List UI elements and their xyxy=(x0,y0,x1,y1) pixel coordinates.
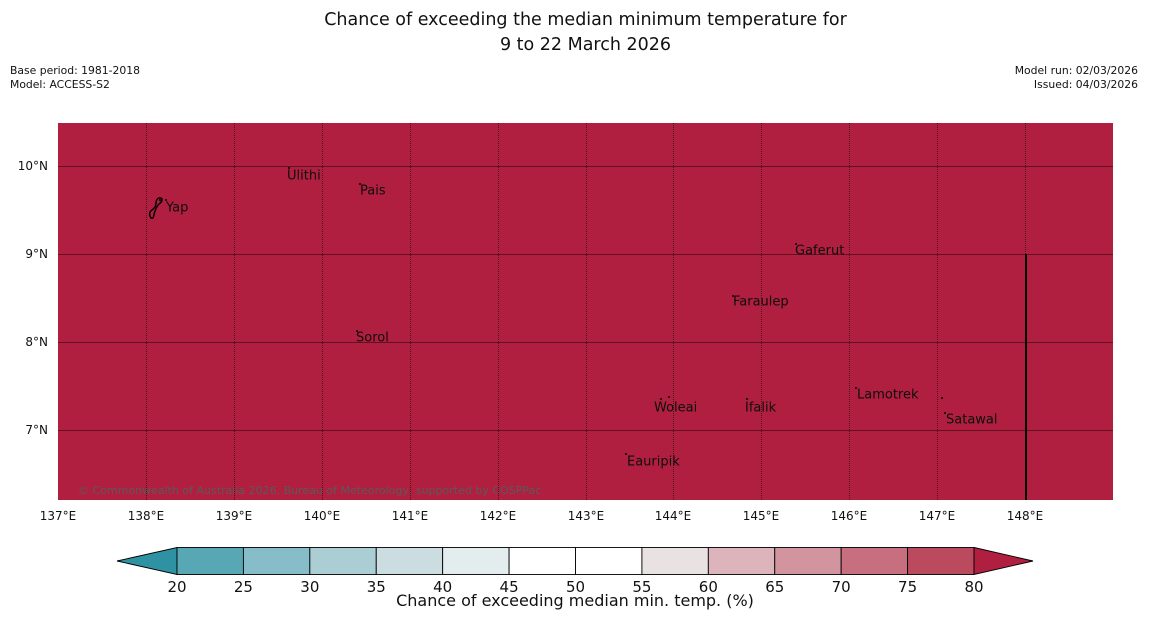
island-marker-dot xyxy=(165,199,167,201)
colorbar-tick-label: 55 xyxy=(632,578,652,596)
longitude-tick-label: 143°E xyxy=(567,509,605,523)
latitude-tick-label: 7°N xyxy=(25,423,48,437)
colorbar-segment xyxy=(309,547,377,575)
longitude-gridline xyxy=(322,123,323,500)
longitude-gridline xyxy=(673,123,674,500)
longitude-gridline xyxy=(234,123,235,500)
colorbar-tick-label: 35 xyxy=(366,578,386,596)
copyright-text: © Commonwealth of Australia 2026, Bureau… xyxy=(78,484,542,497)
run-info: Model run: 02/03/2026 Issued: 04/03/2026 xyxy=(1015,64,1138,92)
longitude-tick-label: 148°E xyxy=(1006,509,1044,523)
island-marker-dot xyxy=(359,183,361,185)
model-text: Model: ACCESS-S2 xyxy=(10,78,110,91)
island-marker-dot xyxy=(660,398,662,400)
latitude-gridline xyxy=(58,430,1113,431)
colorbar-tick-label: 50 xyxy=(565,578,586,596)
colorbar-segment xyxy=(774,547,842,575)
map-plot: © Commonwealth of Australia 2026, Bureau… xyxy=(58,123,1113,500)
colorbar-segment xyxy=(176,547,244,575)
page-title-line2: 9 to 22 March 2026 xyxy=(499,35,672,55)
longitude-tick-label: 144°E xyxy=(654,509,692,523)
colorbar-tick-label: 45 xyxy=(499,578,519,596)
latitude-gridline xyxy=(58,166,1113,167)
longitude-tick-label: 138°E xyxy=(127,509,165,523)
colorbar-segment xyxy=(641,547,709,575)
island-label: Ulithi xyxy=(287,168,321,184)
island-label: Lamotrek xyxy=(857,387,919,403)
island-marker-dot xyxy=(795,243,797,245)
island-label: Gaferut xyxy=(795,243,845,259)
island-marker-dot xyxy=(746,398,748,400)
page-title: Chance of exceeding the median minimum t… xyxy=(58,8,1113,58)
colorbar-tick-label: 20 xyxy=(167,578,187,596)
colorbar-tick-label: 75 xyxy=(898,578,918,596)
domain-boundary-line xyxy=(1025,254,1027,500)
colorbar-segment xyxy=(707,547,776,575)
longitude-tick-label: 139°E xyxy=(215,509,253,523)
island-marker-dot xyxy=(941,397,943,399)
colorbar-tick-label: 25 xyxy=(233,578,253,596)
issued-text: Issued: 04/03/2026 xyxy=(1033,78,1138,91)
longitude-tick-label: 145°E xyxy=(742,509,780,523)
island-marker-dot xyxy=(944,412,946,414)
longitude-gridline xyxy=(761,123,762,500)
colorbar-arrow xyxy=(116,546,178,576)
island-marker-dot xyxy=(288,167,290,169)
latitude-tick-label: 10°N xyxy=(17,159,48,173)
island-label: Sorol xyxy=(356,330,389,346)
page-title-line1: Chance of exceeding the median minimum t… xyxy=(324,10,847,30)
longitude-gridline xyxy=(146,123,147,500)
model-run-text: Model run: 02/03/2026 xyxy=(1014,64,1138,77)
longitude-gridline xyxy=(586,123,587,500)
colorbar-tick-label: 30 xyxy=(300,578,320,596)
longitude-gridline xyxy=(937,123,938,500)
island-marker-dot xyxy=(732,295,734,297)
island-marker-dot xyxy=(668,396,670,398)
island-label: Ifalik xyxy=(745,400,777,416)
colorbar-tick-label: 60 xyxy=(698,578,718,596)
island-label: Eauripik xyxy=(627,454,680,470)
island-marker-dot xyxy=(625,453,627,455)
colorbar-tick-label: 65 xyxy=(765,578,785,596)
longitude-tick-label: 147°E xyxy=(918,509,956,523)
latitude-gridline xyxy=(58,254,1113,255)
colorbar-tick-label: 40 xyxy=(433,578,453,596)
colorbar-tick-label: 70 xyxy=(831,578,851,596)
colorbar-label: Chance of exceeding median min. temp. (%… xyxy=(396,591,754,610)
longitude-gridline xyxy=(410,123,411,500)
colorbar-segment xyxy=(375,547,444,575)
longitude-gridline xyxy=(849,123,850,500)
model-info: Base period: 1981-2018 Model: ACCESS-S2 xyxy=(10,64,140,92)
colorbar-arrow xyxy=(973,546,1034,576)
latitude-tick-label: 8°N xyxy=(25,335,48,349)
island-marker-dot xyxy=(356,330,358,332)
longitude-gridline xyxy=(498,123,499,500)
longitude-tick-label: 142°E xyxy=(479,509,517,523)
longitude-tick-label: 146°E xyxy=(830,509,868,523)
latitude-gridline xyxy=(58,342,1113,343)
base-period-text: Base period: 1981-2018 xyxy=(10,64,141,77)
island-label: Woleai xyxy=(654,400,698,416)
island-label: Satawal xyxy=(946,412,998,428)
colorbar-segment xyxy=(840,547,909,575)
island-label: Pais xyxy=(360,183,386,199)
colorbar-segment xyxy=(242,547,311,575)
longitude-tick-label: 141°E xyxy=(391,509,429,523)
colorbar-tick-label: 80 xyxy=(964,578,984,596)
yap-island-icon xyxy=(148,197,163,219)
island-marker-dot xyxy=(855,387,857,389)
colorbar-gradient xyxy=(116,546,1034,576)
longitude-tick-label: 137°E xyxy=(39,509,77,523)
colorbar xyxy=(115,546,1035,576)
latitude-tick-label: 9°N xyxy=(25,247,48,261)
island-label: Yap xyxy=(166,200,189,216)
colorbar-segment xyxy=(907,547,975,575)
colorbar-segment xyxy=(508,547,576,575)
longitude-tick-label: 140°E xyxy=(303,509,341,523)
island-label: Faraulep xyxy=(733,294,789,310)
colorbar-segment xyxy=(575,547,643,575)
colorbar-segment xyxy=(442,547,510,575)
